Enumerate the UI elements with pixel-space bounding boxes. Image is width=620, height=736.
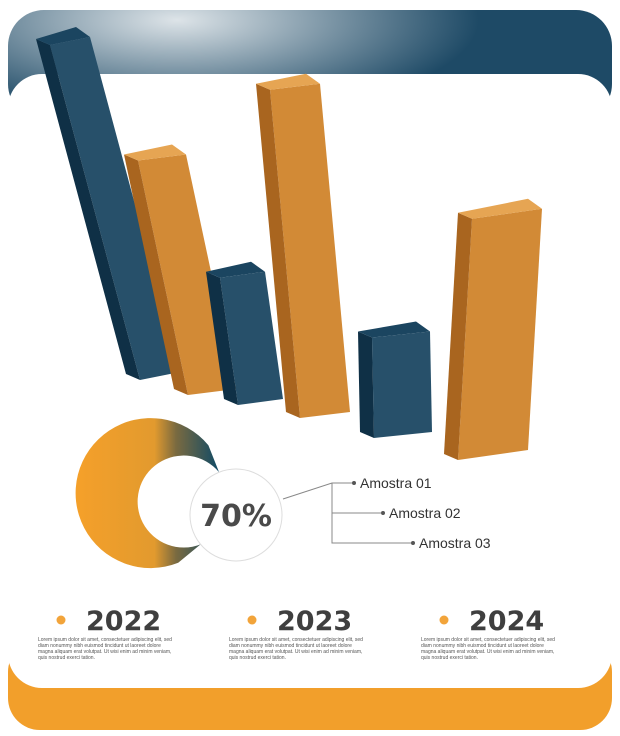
year-text-line: Lorem ipsum dolor sit amet, consectetuer… (38, 637, 172, 643)
year-text-line: diam nonummy nibh euismod tincidunt ut l… (421, 643, 544, 649)
legend-item-3: Amostra 03 (419, 535, 491, 551)
callout-dot-3 (411, 541, 415, 545)
callout-dot-2 (381, 511, 385, 515)
bar-top (256, 73, 320, 90)
callout-line-3 (331, 513, 411, 544)
year-text-line: quis nostrud exerci tation. (229, 655, 286, 661)
year-text-line: diam nonummy nibh euismod tincidunt ut l… (229, 643, 352, 649)
bar-side (206, 271, 238, 405)
bar-side (358, 331, 374, 438)
year-text-line: diam nonummy nibh euismod tincidunt ut l… (38, 643, 161, 649)
bar-top (458, 198, 542, 219)
year-text-line: magna aliquam erat volutpat. Ut wisi eni… (421, 649, 554, 655)
year-text-line: quis nostrud exerci tation. (38, 655, 95, 661)
bar-side (256, 83, 300, 418)
legend-callouts (282, 482, 411, 544)
bar-front (458, 208, 542, 460)
donut-hole (189, 468, 283, 562)
bar-front (220, 271, 283, 405)
year-label: 2023 (277, 606, 352, 637)
bar-front (138, 154, 236, 395)
donut-value: 70% (200, 499, 272, 534)
legend-item-1: Amostra 01 (360, 475, 432, 491)
bar-top (358, 321, 430, 338)
donut-chart: 70% (75, 418, 295, 574)
bar-top (36, 27, 90, 45)
bar-front (270, 83, 350, 418)
year-text-line: magna aliquam erat volutpat. Ut wisi eni… (229, 649, 362, 655)
year-text-line: Lorem ipsum dolor sit amet, consectetuer… (421, 637, 555, 643)
year-bullet (247, 615, 257, 625)
year-2023: 2023 Lorem ipsum dolor sit amet, consect… (229, 606, 363, 661)
year-bullet (56, 615, 66, 625)
legend-item-2: Amostra 02 (389, 505, 461, 521)
year-text-line: magna aliquam erat volutpat. Ut wisi eni… (38, 649, 171, 655)
bar-front (50, 37, 180, 380)
year-text-line: Lorem ipsum dolor sit amet, consectetuer… (229, 637, 363, 643)
year-label: 2024 (469, 606, 544, 637)
bar-top (124, 144, 186, 161)
year-2022: 2022 Lorem ipsum dolor sit amet, consect… (38, 606, 172, 661)
callout-dot-1 (352, 481, 356, 485)
year-text-line: quis nostrud exerci tation. (421, 655, 478, 661)
bar-top (206, 261, 265, 278)
bar-side (124, 154, 188, 395)
year-2024: 2024 Lorem ipsum dolor sit amet, consect… (421, 606, 555, 661)
bar-front (372, 331, 432, 438)
bar-chart (36, 27, 542, 460)
year-label: 2022 (86, 606, 161, 637)
bar-side (36, 39, 140, 380)
donut-arc (75, 418, 220, 569)
bar-side (444, 212, 472, 460)
year-bullet (439, 615, 449, 625)
